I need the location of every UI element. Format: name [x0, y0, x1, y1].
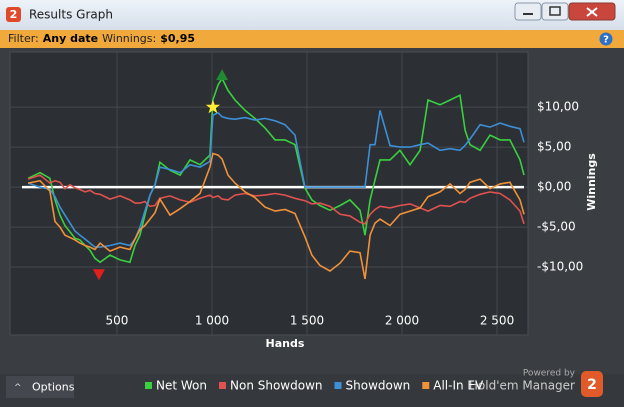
y-tick-label: -$10,00: [537, 260, 583, 274]
footer: [0, 374, 624, 407]
app-logo-text: 2: [10, 8, 18, 21]
x-tick-label: 1 000: [195, 314, 229, 328]
minimize-button[interactable]: [514, 2, 542, 21]
x-tick-label: 2 500: [480, 314, 514, 328]
chart: 500 1 000 1 500 2 000 2 500 $10,00 $5,00 $0,00 -…: [10, 52, 583, 335]
series-line: [27, 174, 525, 225]
plot-area: [9, 51, 529, 336]
x-tick-label: 2 000: [385, 314, 419, 328]
legend-swatch: [334, 382, 342, 389]
app-logo: [6, 7, 21, 22]
powered-by: Powered by: [523, 369, 576, 379]
options-button[interactable]: [6, 376, 74, 398]
legend-swatch: [219, 382, 226, 389]
close-icon: [586, 7, 598, 17]
legend-label: Showdown: [346, 379, 411, 393]
series-line: [27, 76, 525, 264]
y-tick-label: $10,00: [537, 100, 579, 114]
legend-swatch: [422, 382, 430, 389]
x-tick-label: 1 500: [290, 314, 324, 328]
series-line: [27, 110, 525, 248]
brand-name: Hold'em Manager: [469, 379, 575, 393]
series-line: [27, 152, 525, 280]
marker: [216, 69, 229, 81]
help-button[interactable]: [599, 32, 613, 46]
legend-label: Non Showdown: [230, 379, 323, 393]
brand-logo-text: 2: [587, 377, 597, 393]
options-label[interactable]: Options: [32, 381, 75, 394]
y-tick-label: $0,00: [537, 180, 571, 194]
winnings-label: Winnings:: [102, 32, 156, 45]
y-tick-label: $5,00: [537, 140, 571, 154]
y-tick-label: -$5,00: [537, 220, 576, 234]
legend-swatch: [145, 382, 152, 389]
x-tick-label: 500: [106, 314, 129, 328]
legend-label: Net Won: [156, 379, 207, 393]
brand-logo: [581, 371, 603, 397]
y-axis-title: Winnings: [585, 153, 598, 211]
window-title: Results Graph: [29, 8, 113, 22]
maximize-icon: [549, 6, 561, 16]
marker: [92, 269, 105, 281]
filter-bar: [0, 30, 624, 48]
options-caret: ^: [14, 383, 22, 393]
help-text: ?: [603, 35, 609, 46]
filter-date: Any date: [43, 32, 98, 45]
x-axis-title: Hands: [266, 337, 305, 350]
legend-label: All-In EV: [433, 379, 484, 393]
winnings-value: $0,95: [160, 32, 195, 45]
maximize-button[interactable]: [541, 2, 569, 21]
filter-label: Filter:: [8, 32, 39, 45]
marker: [205, 99, 221, 114]
